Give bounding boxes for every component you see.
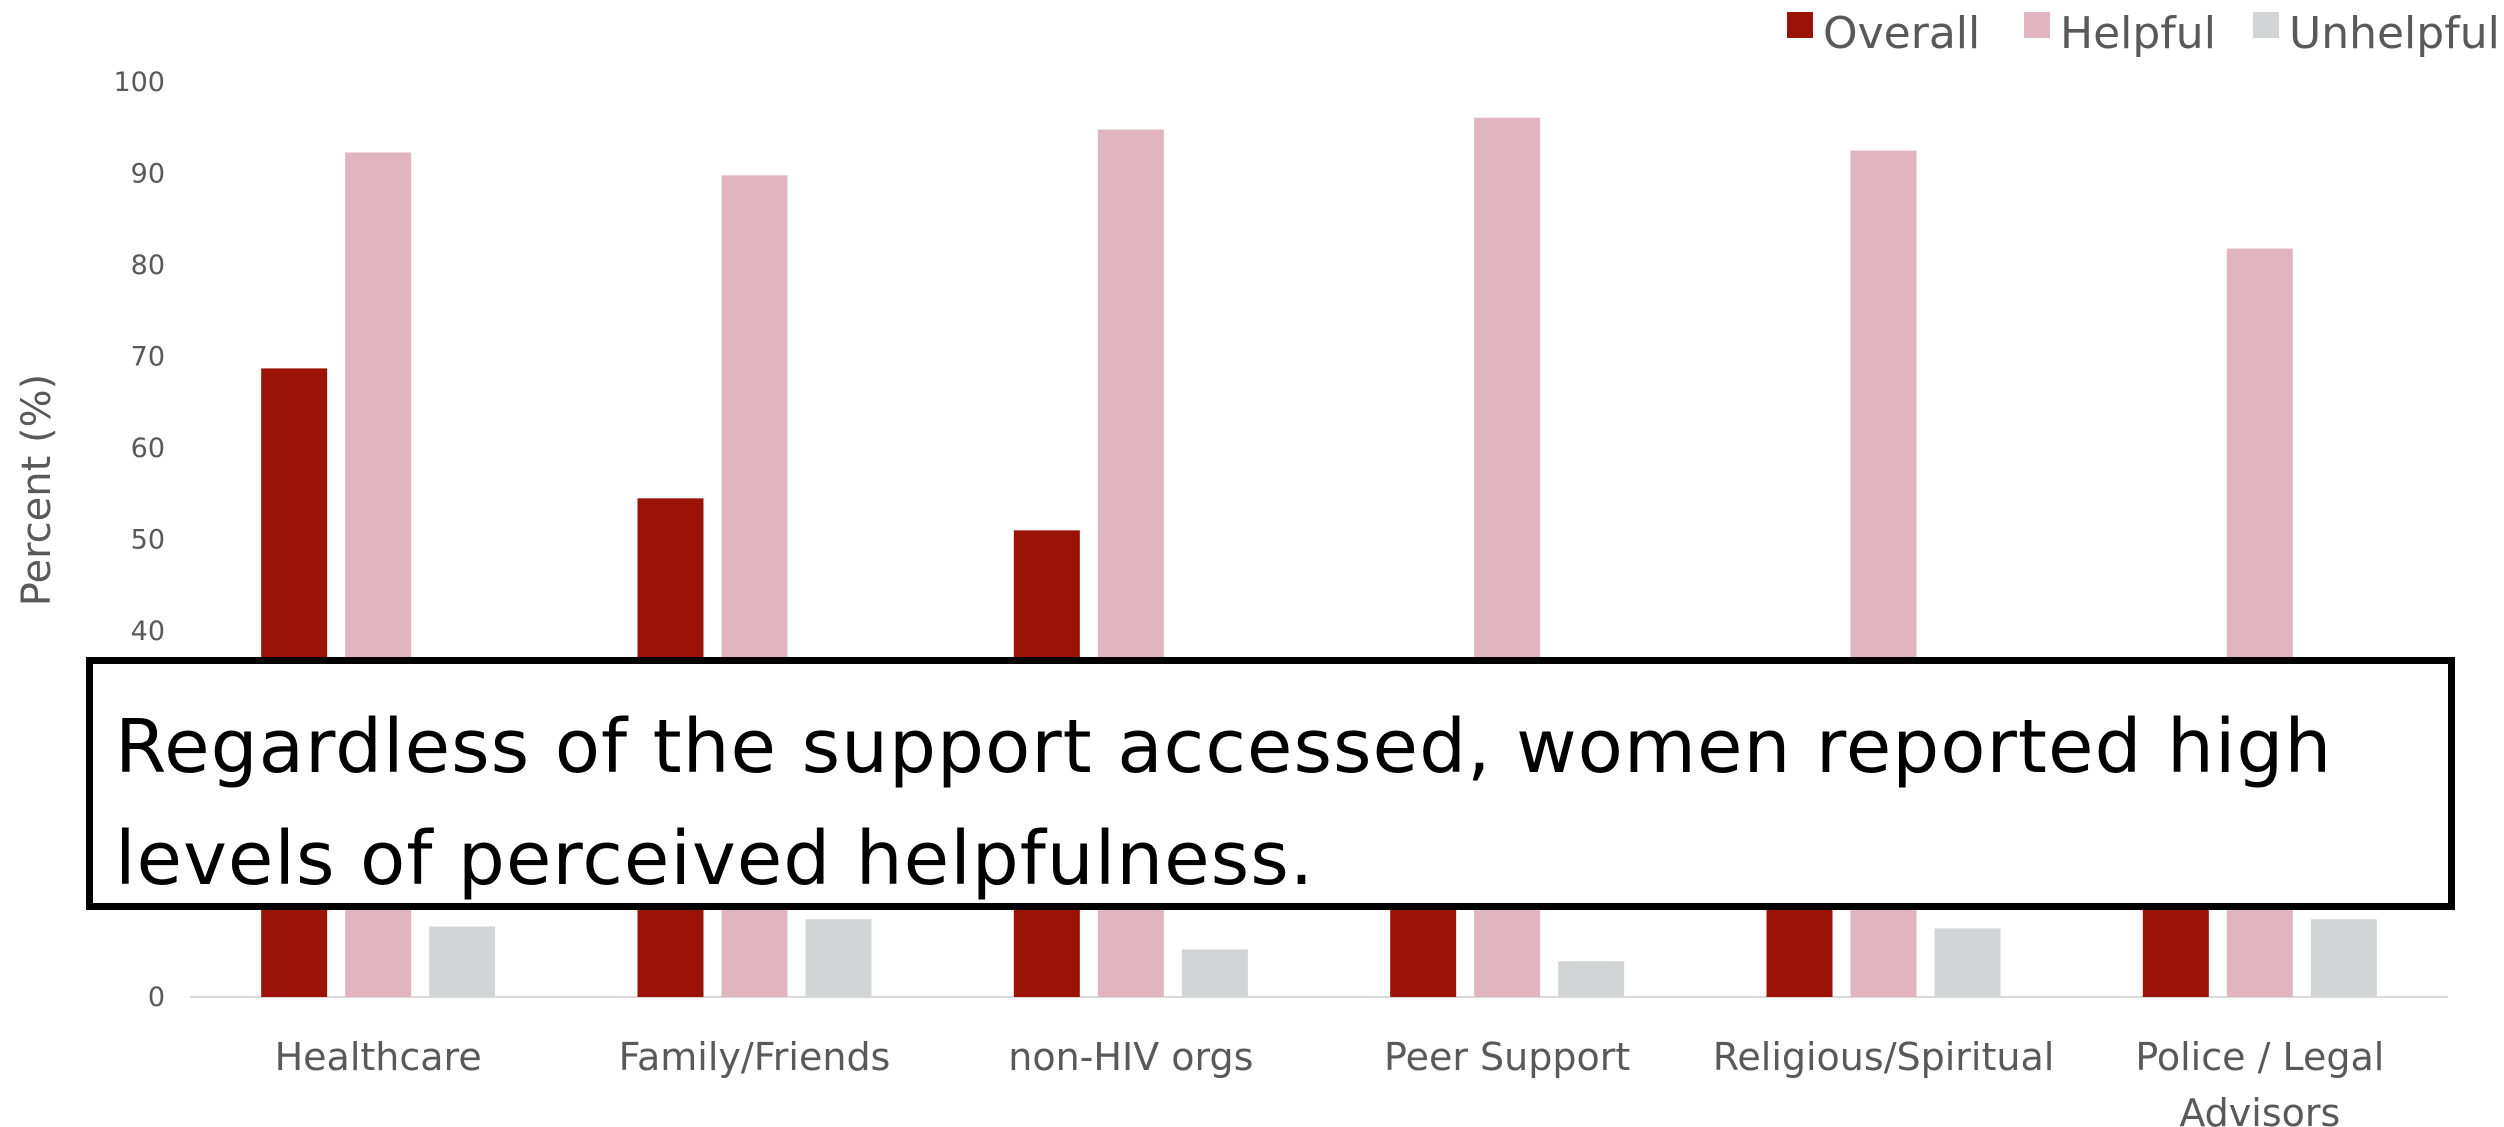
x-category-label: non-HIV orgs <box>1008 1035 1253 1079</box>
x-category-label: Healthcare <box>275 1035 482 1079</box>
bar-unhelpful <box>1934 928 2001 997</box>
y-tick-label: 100 <box>113 67 165 98</box>
bar-unhelpful <box>1558 961 1625 997</box>
y-ticks: 0 40 50 60 70 80 90 100 <box>113 67 165 1013</box>
callout-text: Regardless of the support accessed, wome… <box>115 704 2333 902</box>
x-category-label: Family/Friends <box>619 1035 891 1079</box>
x-categories: Healthcare Family/Friends non-HIV orgs Peer… <box>275 1035 2385 1127</box>
y-tick-label: 40 <box>131 616 165 647</box>
y-tick-label: 50 <box>131 525 165 556</box>
legend-label: Unhelpful <box>2289 8 2500 59</box>
y-tick-label: 60 <box>131 433 165 464</box>
legend-label: Helpful <box>2060 8 2216 59</box>
callout-box: Regardless of the support accessed, wome… <box>86 657 2455 910</box>
x-category-label: Advisors <box>2179 1091 2340 1127</box>
y-tick-label: 70 <box>131 342 165 373</box>
y-axis-label: Percent (%) <box>14 374 60 606</box>
x-category-label: Police / Legal <box>2135 1035 2384 1079</box>
legend-label: Overall <box>1823 8 1980 59</box>
y-tick-label: 90 <box>131 159 165 190</box>
legend-swatch <box>2253 12 2279 38</box>
x-category-label: Religious/Spiritual <box>1713 1035 2055 1079</box>
legend: Overall Helpful Unhelpful <box>1787 8 2500 59</box>
x-category-label: Peer Support <box>1384 1035 1630 1079</box>
bar-unhelpful <box>2310 919 2377 997</box>
y-tick-label: 80 <box>131 250 165 281</box>
legend-swatch <box>2024 12 2050 38</box>
legend-swatch <box>1787 12 1813 38</box>
y-tick-label: 0 <box>148 982 165 1013</box>
bar-unhelpful <box>1181 949 1248 997</box>
bar-unhelpful <box>805 919 872 997</box>
bar-unhelpful <box>429 926 496 997</box>
